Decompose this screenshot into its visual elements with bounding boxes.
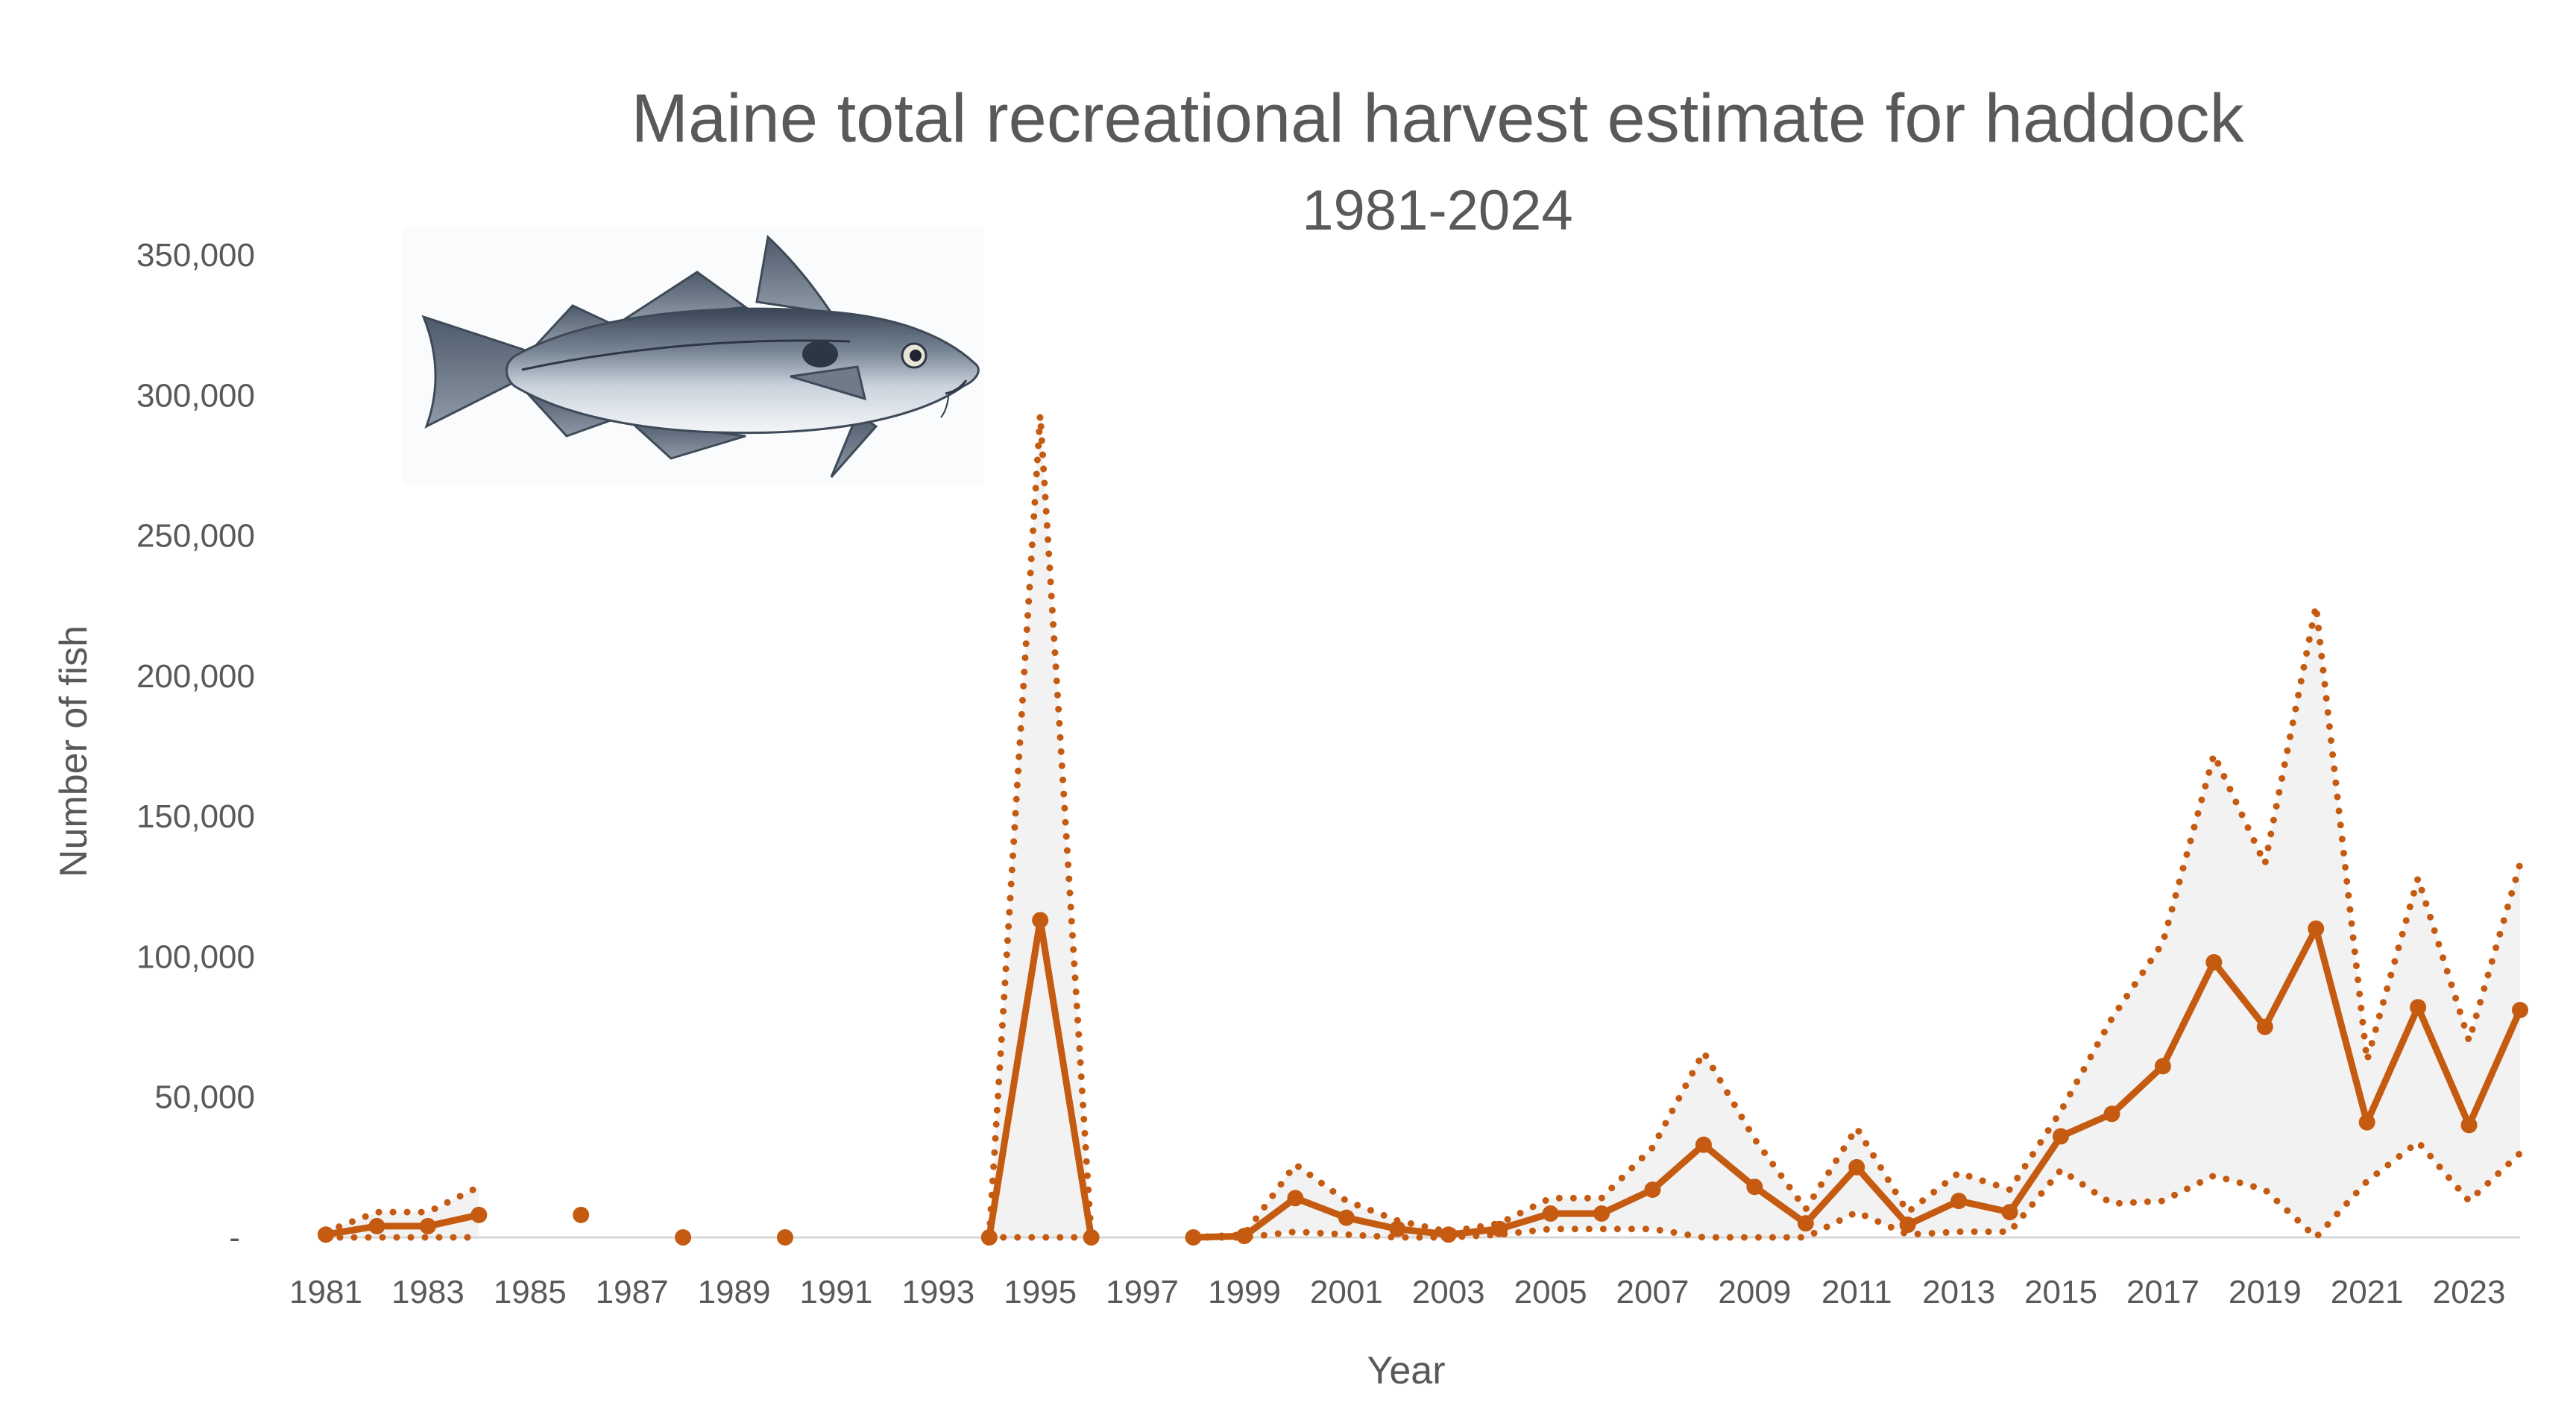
x-tick-label: 1987 (596, 1274, 669, 1310)
estimate-point (318, 1226, 334, 1243)
estimate-point (1848, 1158, 1865, 1176)
y-tick-label: 250,000 (136, 518, 255, 555)
estimate-point (1746, 1179, 1763, 1196)
upper-bound-line (1190, 605, 2524, 1241)
estimate-point (2103, 1105, 2120, 1123)
x-axis-ticks: 1981 1983 1985 1987 1989 1991 1993 1995 … (289, 1274, 2505, 1310)
x-tick-label: 2005 (1514, 1274, 1587, 1310)
estimate-point (675, 1229, 692, 1246)
x-tick-label: 2017 (2126, 1274, 2199, 1310)
estimate-point (2410, 999, 2427, 1016)
estimate-point (1593, 1205, 1610, 1222)
estimate-point (419, 1217, 436, 1234)
x-tick-label: 2003 (1412, 1274, 1485, 1310)
estimate-point (1389, 1220, 1406, 1237)
estimate-point (2001, 1204, 2018, 1221)
estimate-point (2512, 1001, 2528, 1018)
y-axis-title: Number of fish (52, 625, 95, 877)
estimate-point (1287, 1190, 1304, 1207)
estimate-point (2205, 953, 2223, 971)
x-tick-label: 2021 (2331, 1274, 2404, 1310)
estimate-point (1950, 1193, 1968, 1210)
estimate-point (1185, 1229, 1202, 1246)
y-tick-label: - (229, 1220, 240, 1256)
estimate-point (2256, 1018, 2273, 1035)
y-tick-label: 200,000 (136, 658, 255, 695)
estimate-point (1542, 1205, 1559, 1222)
estimate-point (2154, 1058, 2171, 1075)
x-tick-label: 2009 (1718, 1274, 1791, 1310)
upper-bound-line (986, 414, 1095, 1241)
estimate-point (1338, 1209, 1355, 1226)
estimate-point (2358, 1114, 2375, 1131)
y-tick-label: 50,000 (154, 1079, 255, 1116)
x-axis-title: Year (1367, 1349, 1445, 1392)
estimate-point (1440, 1226, 1457, 1243)
estimate-point (1032, 912, 1049, 929)
x-tick-label: 1995 (1004, 1274, 1077, 1310)
x-tick-label: 2011 (1821, 1274, 1892, 1310)
estimate-point (776, 1229, 793, 1246)
estimate-point (2460, 1117, 2478, 1134)
x-tick-label: 1989 (698, 1274, 771, 1310)
estimate-point (1083, 1229, 1100, 1246)
y-tick-label: 150,000 (136, 798, 255, 835)
estimate-point (1235, 1228, 1253, 1245)
x-tick-label: 2007 (1616, 1274, 1689, 1310)
estimate-point (368, 1217, 385, 1234)
x-tick-label: 1981 (289, 1274, 362, 1310)
y-tick-label: 300,000 (136, 377, 255, 414)
estimate-point (573, 1206, 590, 1223)
x-tick-label: 1997 (1106, 1274, 1179, 1310)
estimate-point (980, 1229, 998, 1246)
x-tick-label: 1985 (494, 1274, 567, 1310)
estimate-point (1491, 1220, 1508, 1237)
y-tick-label: 100,000 (136, 938, 255, 975)
confidence-band (1193, 605, 2520, 1237)
estimate-line (325, 1211, 480, 1238)
estimate-point (1797, 1215, 1814, 1232)
estimate-point (470, 1206, 488, 1223)
upper-bound-line (322, 1183, 482, 1235)
x-tick-label: 2023 (2433, 1274, 2506, 1310)
plot-area (318, 414, 2528, 1246)
estimate-point (2308, 920, 2325, 937)
y-tick-label: 350,000 (136, 237, 255, 274)
estimate-point (1899, 1217, 1916, 1234)
estimate-point (1695, 1136, 1712, 1153)
chart-subtitle: 1981-2024 (1302, 179, 1572, 242)
y-axis-ticks: - 50,000 100,000 150,000 200,000 250,000… (136, 237, 255, 1256)
estimate-point (1644, 1181, 1661, 1198)
lower-bound-line (1190, 1137, 2524, 1243)
x-tick-label: 2019 (2229, 1274, 2302, 1310)
x-tick-label: 2015 (2024, 1274, 2097, 1310)
x-tick-label: 1991 (799, 1274, 872, 1310)
x-tick-label: 2001 (1310, 1274, 1383, 1310)
estimate-point (2053, 1128, 2070, 1145)
confidence-band (989, 414, 1092, 1237)
x-tick-label: 2013 (1922, 1274, 1995, 1310)
x-tick-label: 1999 (1208, 1274, 1281, 1310)
x-tick-label: 1983 (391, 1274, 465, 1310)
chart-title: Maine total recreational harvest estimat… (631, 81, 2244, 157)
x-tick-label: 1993 (901, 1274, 974, 1310)
haddock-illustration (403, 227, 984, 485)
